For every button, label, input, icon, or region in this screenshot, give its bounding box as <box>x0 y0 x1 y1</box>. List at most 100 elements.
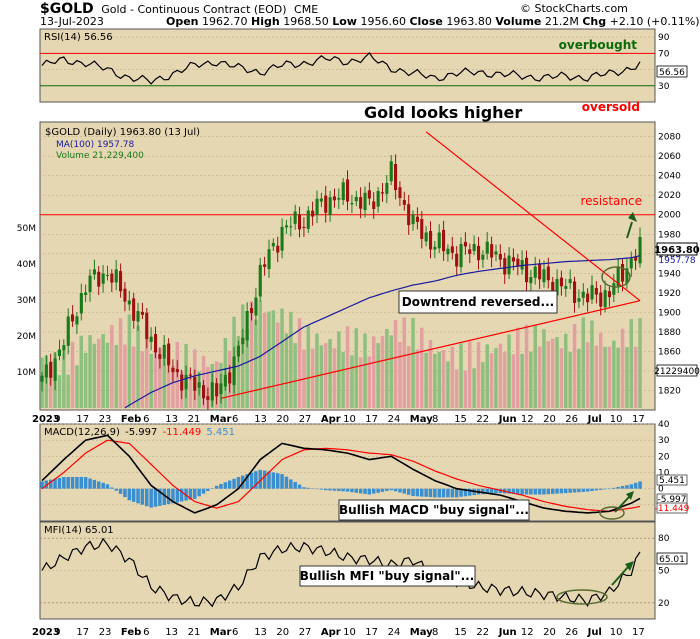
macd-panel: MACD(12,26,9) -5.997 -11.449 5.451 Bulli… <box>39 420 690 522</box>
candle-body <box>463 241 467 247</box>
date-tick-label: 8 <box>432 414 438 425</box>
macd-hist-bar <box>158 488 162 506</box>
volume-bar <box>385 329 389 408</box>
price-tick-label: 1880 <box>658 328 681 338</box>
macd-hist-bar <box>83 477 88 489</box>
date-tick-label: 13 <box>254 627 267 638</box>
macd-hist-bar <box>516 488 520 495</box>
volume-bar <box>79 335 83 408</box>
volume-bar <box>533 325 537 408</box>
macd-hist-bar <box>49 479 53 489</box>
volume-bar <box>153 351 158 408</box>
macd-hist-bar <box>44 480 49 489</box>
mfi-line <box>41 537 641 608</box>
macd-hist-bar <box>363 488 367 494</box>
date-tick-label: Jun <box>498 627 517 638</box>
candle-body <box>525 257 529 283</box>
volume-axis: 50M 40M 30M 20M 10M <box>17 224 36 378</box>
macd-hist-bar <box>118 488 123 494</box>
candle-body <box>79 293 83 314</box>
date-tick-label: Jul <box>587 414 602 425</box>
volume-bar <box>620 328 625 408</box>
candle-body <box>223 375 227 387</box>
date-tick-label: 21 <box>188 414 201 425</box>
volume-bar <box>485 344 489 408</box>
candle-body <box>516 258 520 267</box>
volume-bar <box>564 333 568 408</box>
date-tick-label: Mar <box>210 627 232 638</box>
candle-body <box>625 268 629 284</box>
macd-tick-label: 10 <box>658 469 670 479</box>
candle-body <box>511 257 515 262</box>
volume-tick-label: 20M <box>17 332 36 342</box>
candle-body <box>359 197 363 209</box>
macd-hist-bar <box>284 476 289 489</box>
macd-hist-bar <box>424 488 428 497</box>
volume-bar <box>489 353 494 408</box>
volume-bar <box>136 325 140 408</box>
macd-hist-bar <box>468 488 472 496</box>
date-tick-label: 17 <box>76 627 89 638</box>
macd-hist-bar <box>262 470 267 489</box>
macd-hist-bar <box>57 477 62 489</box>
mfi-grid <box>40 537 655 604</box>
candle-body <box>634 256 638 261</box>
macd-hist-bar <box>428 488 433 498</box>
macd-hist-bar <box>267 471 271 489</box>
date-tick-label: 26 <box>565 414 578 425</box>
ma-legend: MA(100) 1957.78 <box>56 140 134 150</box>
volume-bar <box>293 343 297 408</box>
date-tick-label: 21 <box>188 627 201 638</box>
date-tick-label: 17 <box>632 414 645 425</box>
rsi-label: RSI(14) 56.56 <box>44 32 113 43</box>
volume-bar <box>559 348 564 408</box>
volume-bar <box>511 354 516 408</box>
candle-body <box>498 254 502 260</box>
candle-body <box>105 275 109 276</box>
macd-signal-line <box>41 439 641 512</box>
volume-bar <box>284 333 289 408</box>
candle-body <box>324 195 328 213</box>
candle-body <box>302 226 306 228</box>
volume-legend: Volume 21,229,400 <box>56 151 144 161</box>
candle-body <box>127 300 131 305</box>
volume-value: 21.2M <box>544 15 579 28</box>
date-tick-label: 24 <box>388 414 401 425</box>
volume-bar <box>297 318 302 408</box>
oversold-annotation: oversold <box>582 100 640 114</box>
candle-body <box>280 226 284 251</box>
date-tick-label: 24 <box>388 627 401 638</box>
date-tick-label: 17 <box>76 414 89 425</box>
macd-hist-bar <box>97 481 101 489</box>
resistance-label: resistance <box>580 194 642 208</box>
macd-hist-bar <box>585 488 590 492</box>
macd-hist-bar <box>564 488 568 494</box>
macd-hist-bar <box>372 488 376 494</box>
volume-bar <box>398 342 402 408</box>
macd-hist-bar <box>310 488 315 489</box>
volume-bar <box>350 355 354 408</box>
candle-body <box>433 246 437 250</box>
candle-body <box>245 311 249 341</box>
macd-hist-bar <box>590 488 594 491</box>
volume-last-label: 21229400 <box>654 367 700 377</box>
volume-bar <box>372 336 376 408</box>
date-tick-label: 20 <box>276 414 289 425</box>
macd-hist-bar <box>581 488 585 492</box>
macd-hist-bar <box>546 488 551 495</box>
date-tick-label: Feb <box>121 627 141 638</box>
macd-hist-bar <box>537 488 542 495</box>
volume-bar <box>258 300 262 408</box>
candle-body <box>202 385 206 399</box>
chg-value: +2.10 (+0.11%) <box>609 15 700 28</box>
mfi-axis: 80 50 20 <box>658 534 670 609</box>
open-label: Open <box>166 15 199 28</box>
macd-line <box>41 434 641 514</box>
volume-bar <box>428 340 433 408</box>
candle-body <box>92 269 96 275</box>
candle-body <box>429 231 433 250</box>
macd-hist-bar <box>433 488 437 498</box>
price-arrow <box>626 221 633 239</box>
volume-bar <box>450 346 455 408</box>
volume-bar <box>568 352 572 408</box>
